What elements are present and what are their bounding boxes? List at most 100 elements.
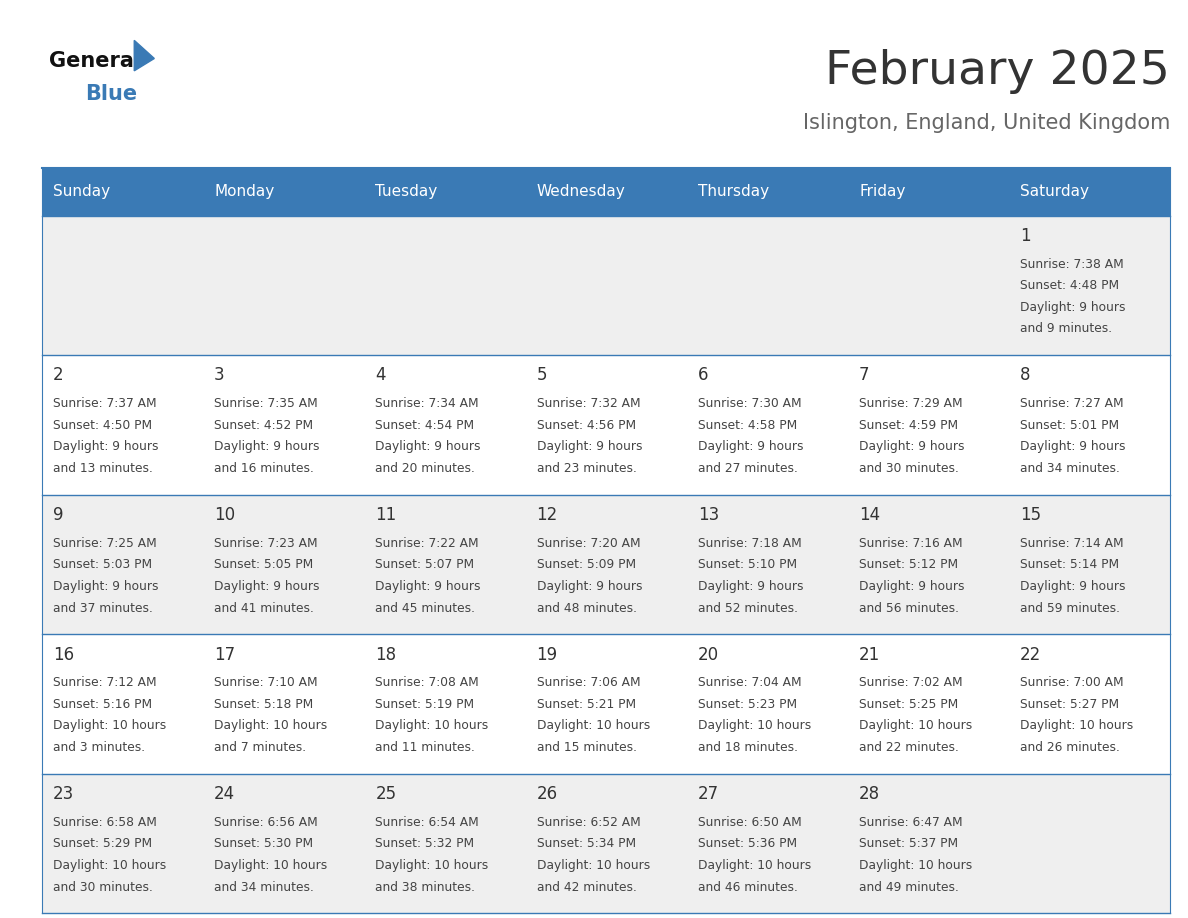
Text: Sunset: 5:10 PM: Sunset: 5:10 PM <box>697 558 797 571</box>
Text: and 56 minutes.: and 56 minutes. <box>859 601 959 614</box>
Text: Sunset: 4:59 PM: Sunset: 4:59 PM <box>859 419 959 431</box>
Text: Saturday: Saturday <box>1020 185 1089 199</box>
Text: 10: 10 <box>214 506 235 524</box>
Text: Daylight: 9 hours: Daylight: 9 hours <box>1020 301 1126 314</box>
Text: Sunset: 5:30 PM: Sunset: 5:30 PM <box>214 837 314 850</box>
Text: and 37 minutes.: and 37 minutes. <box>53 601 153 614</box>
Text: Daylight: 10 hours: Daylight: 10 hours <box>859 859 972 872</box>
Text: Sunrise: 7:08 AM: Sunrise: 7:08 AM <box>375 677 479 689</box>
Text: 9: 9 <box>53 506 63 524</box>
Text: Sunset: 4:48 PM: Sunset: 4:48 PM <box>1020 279 1119 292</box>
Text: Daylight: 10 hours: Daylight: 10 hours <box>537 859 650 872</box>
Text: 8: 8 <box>1020 366 1031 385</box>
Text: Sunrise: 7:22 AM: Sunrise: 7:22 AM <box>375 537 479 550</box>
Text: and 34 minutes.: and 34 minutes. <box>214 880 314 893</box>
Text: Daylight: 9 hours: Daylight: 9 hours <box>53 441 158 453</box>
Text: Daylight: 9 hours: Daylight: 9 hours <box>537 580 642 593</box>
Text: Sunrise: 7:02 AM: Sunrise: 7:02 AM <box>859 677 962 689</box>
Text: Daylight: 10 hours: Daylight: 10 hours <box>697 859 811 872</box>
Text: Sunrise: 7:38 AM: Sunrise: 7:38 AM <box>1020 258 1124 271</box>
Text: Sunrise: 7:35 AM: Sunrise: 7:35 AM <box>214 397 318 410</box>
Text: Sunset: 5:07 PM: Sunset: 5:07 PM <box>375 558 474 571</box>
Text: Daylight: 10 hours: Daylight: 10 hours <box>375 720 488 733</box>
Text: 28: 28 <box>859 785 880 803</box>
Text: and 34 minutes.: and 34 minutes. <box>1020 462 1120 475</box>
Text: Sunset: 5:03 PM: Sunset: 5:03 PM <box>53 558 152 571</box>
Text: Daylight: 10 hours: Daylight: 10 hours <box>1020 720 1133 733</box>
Text: and 59 minutes.: and 59 minutes. <box>1020 601 1120 614</box>
Text: Daylight: 9 hours: Daylight: 9 hours <box>859 441 965 453</box>
Text: Sunrise: 6:54 AM: Sunrise: 6:54 AM <box>375 816 479 829</box>
Text: and 30 minutes.: and 30 minutes. <box>53 880 153 893</box>
Text: Sunrise: 7:34 AM: Sunrise: 7:34 AM <box>375 397 479 410</box>
Text: Sunrise: 7:16 AM: Sunrise: 7:16 AM <box>859 537 962 550</box>
Text: Daylight: 10 hours: Daylight: 10 hours <box>375 859 488 872</box>
Text: Sunset: 5:32 PM: Sunset: 5:32 PM <box>375 837 474 850</box>
Text: Daylight: 9 hours: Daylight: 9 hours <box>1020 580 1126 593</box>
Text: Sunrise: 6:50 AM: Sunrise: 6:50 AM <box>697 816 802 829</box>
Text: Daylight: 9 hours: Daylight: 9 hours <box>375 441 481 453</box>
Text: Sunrise: 7:23 AM: Sunrise: 7:23 AM <box>214 537 317 550</box>
Text: 20: 20 <box>697 645 719 664</box>
Text: Sunset: 5:37 PM: Sunset: 5:37 PM <box>859 837 959 850</box>
Text: 3: 3 <box>214 366 225 385</box>
Text: 25: 25 <box>375 785 397 803</box>
Text: Sunrise: 6:56 AM: Sunrise: 6:56 AM <box>214 816 318 829</box>
Text: Daylight: 10 hours: Daylight: 10 hours <box>214 720 328 733</box>
Text: Sunset: 5:25 PM: Sunset: 5:25 PM <box>859 698 959 711</box>
Text: 19: 19 <box>537 645 557 664</box>
Text: 5: 5 <box>537 366 546 385</box>
Text: and 48 minutes.: and 48 minutes. <box>537 601 637 614</box>
Text: Sunset: 5:21 PM: Sunset: 5:21 PM <box>537 698 636 711</box>
Text: and 11 minutes.: and 11 minutes. <box>375 741 475 754</box>
Text: 15: 15 <box>1020 506 1042 524</box>
Text: Sunset: 5:01 PM: Sunset: 5:01 PM <box>1020 419 1119 431</box>
Text: and 9 minutes.: and 9 minutes. <box>1020 322 1112 335</box>
Text: 12: 12 <box>537 506 558 524</box>
Text: Daylight: 9 hours: Daylight: 9 hours <box>53 580 158 593</box>
Text: and 23 minutes.: and 23 minutes. <box>537 462 637 475</box>
Text: 4: 4 <box>375 366 386 385</box>
Text: Daylight: 10 hours: Daylight: 10 hours <box>53 720 166 733</box>
Text: Daylight: 10 hours: Daylight: 10 hours <box>697 720 811 733</box>
Text: 1: 1 <box>1020 227 1031 245</box>
Text: 18: 18 <box>375 645 397 664</box>
Text: and 26 minutes.: and 26 minutes. <box>1020 741 1120 754</box>
Text: Sunset: 5:36 PM: Sunset: 5:36 PM <box>697 837 797 850</box>
Text: Sunrise: 7:14 AM: Sunrise: 7:14 AM <box>1020 537 1124 550</box>
Text: and 38 minutes.: and 38 minutes. <box>375 880 475 893</box>
Text: Sunset: 5:19 PM: Sunset: 5:19 PM <box>375 698 474 711</box>
Text: Sunset: 5:05 PM: Sunset: 5:05 PM <box>214 558 314 571</box>
Text: 6: 6 <box>697 366 708 385</box>
Text: Friday: Friday <box>859 185 905 199</box>
Text: 14: 14 <box>859 506 880 524</box>
Text: 21: 21 <box>859 645 880 664</box>
Text: 23: 23 <box>53 785 74 803</box>
Text: Wednesday: Wednesday <box>537 185 625 199</box>
Text: Daylight: 9 hours: Daylight: 9 hours <box>859 580 965 593</box>
Text: Sunrise: 7:10 AM: Sunrise: 7:10 AM <box>214 677 317 689</box>
Text: and 3 minutes.: and 3 minutes. <box>53 741 145 754</box>
Polygon shape <box>134 40 154 71</box>
Text: Sunrise: 6:47 AM: Sunrise: 6:47 AM <box>859 816 962 829</box>
Text: Sunrise: 7:18 AM: Sunrise: 7:18 AM <box>697 537 802 550</box>
Text: Sunrise: 7:04 AM: Sunrise: 7:04 AM <box>697 677 802 689</box>
Text: Sunrise: 7:25 AM: Sunrise: 7:25 AM <box>53 537 157 550</box>
Text: Sunset: 5:29 PM: Sunset: 5:29 PM <box>53 837 152 850</box>
Text: 22: 22 <box>1020 645 1042 664</box>
Text: Sunset: 4:52 PM: Sunset: 4:52 PM <box>214 419 314 431</box>
Text: Sunrise: 7:06 AM: Sunrise: 7:06 AM <box>537 677 640 689</box>
Text: and 7 minutes.: and 7 minutes. <box>214 741 307 754</box>
Text: Islington, England, United Kingdom: Islington, England, United Kingdom <box>803 113 1170 133</box>
Text: Sunset: 5:27 PM: Sunset: 5:27 PM <box>1020 698 1119 711</box>
Text: Daylight: 10 hours: Daylight: 10 hours <box>859 720 972 733</box>
Text: Daylight: 10 hours: Daylight: 10 hours <box>53 859 166 872</box>
Text: Sunrise: 6:58 AM: Sunrise: 6:58 AM <box>53 816 157 829</box>
Text: Sunrise: 6:52 AM: Sunrise: 6:52 AM <box>537 816 640 829</box>
Text: 16: 16 <box>53 645 74 664</box>
Text: Sunset: 5:18 PM: Sunset: 5:18 PM <box>214 698 314 711</box>
Text: Blue: Blue <box>84 84 137 104</box>
Text: and 49 minutes.: and 49 minutes. <box>859 880 959 893</box>
Text: and 22 minutes.: and 22 minutes. <box>859 741 959 754</box>
Text: and 41 minutes.: and 41 minutes. <box>214 601 314 614</box>
